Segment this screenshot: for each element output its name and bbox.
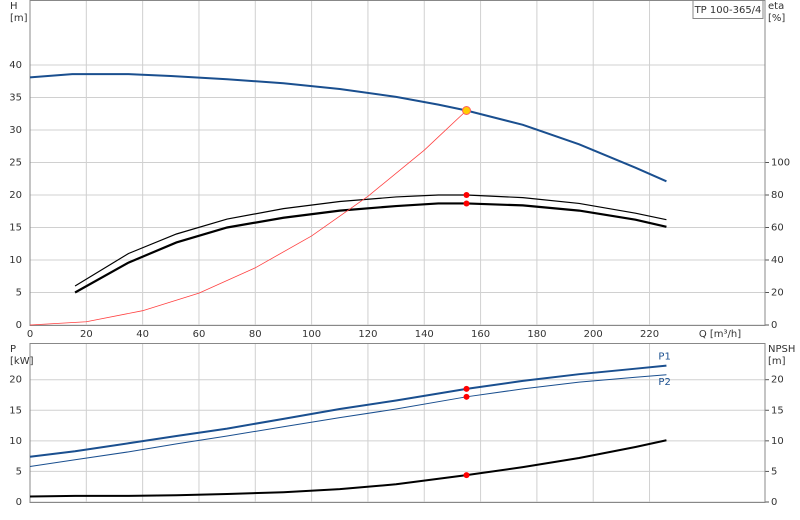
y-tick-label: 5 [16,288,22,299]
y-tick-label: 20 [9,190,22,201]
curve [29,439,667,498]
curve [29,364,667,458]
y-axis-label: P [10,344,16,355]
x-tick-label: 80 [249,329,262,340]
y-tick-label: 10 [9,255,22,266]
y2-axis-label: NPSH [768,344,795,355]
y-tick-label: 5 [16,466,22,477]
y-tick-label: 25 [9,158,22,169]
y2-tick-label: 0 [771,497,777,508]
y-tick-label: 0 [16,320,22,331]
x-tick-label: 60 [193,329,206,340]
x-tick-label: 120 [358,329,377,340]
x-tick-label: 140 [415,329,434,340]
y-tick-label: 10 [9,436,22,447]
operating-point [463,200,470,207]
y2-tick-label: 40 [771,255,784,266]
y-tick-label: 15 [9,223,22,234]
y2-tick-label: 80 [771,190,784,201]
y2-tick-label: 20 [771,288,784,299]
x-tick-label: 100 [302,329,321,340]
operating-point [463,472,470,479]
series-label: P1 [658,352,670,363]
y2-tick-label: 5 [771,466,777,477]
y-tick-label: 30 [9,125,22,136]
curve [29,374,667,468]
x-tick-label: 200 [584,329,603,340]
y2-tick-label: 0 [771,320,777,331]
y2-tick-label: 60 [771,223,784,234]
x-tick-label: 20 [80,329,93,340]
x-tick-label: 180 [527,329,546,340]
plot-frame [29,0,766,326]
operating-point [463,192,470,198]
curve [74,202,667,294]
y-tick-label: 0 [16,497,22,508]
x-tick-label: 220 [640,329,659,340]
y-tick-label: 15 [9,405,22,416]
x-tick-label: 0 [27,329,33,340]
x-axis-label: Q [m³/h] [699,329,741,340]
operating-point [463,385,470,392]
y-tick-label: 35 [9,93,22,104]
series-label: P2 [658,377,670,388]
x-tick-label: 160 [471,329,490,340]
y-tick-label: 40 [9,60,22,71]
curve [29,73,667,183]
chart-title: TP 100-365/4 [694,5,762,16]
operating-point [463,393,470,400]
y2-axis-unit: [%] [768,13,785,24]
y-axis-unit: [kW] [10,356,34,367]
y-axis-label: H [10,1,18,12]
y2-tick-label: 15 [771,405,784,416]
x-tick-label: 40 [136,329,149,340]
y2-tick-label: 10 [771,436,784,447]
title-box [692,0,764,19]
plot-frame [29,343,766,503]
y2-tick-label: 100 [771,158,790,169]
y2-axis-label: eta [768,1,784,12]
curve [29,110,467,326]
y2-axis-unit: [m] [768,356,786,367]
y-axis-unit: [m] [10,13,28,24]
y2-tick-label: 20 [771,375,784,386]
curve [74,194,667,287]
y-tick-label: 20 [9,375,22,386]
operating-point [461,106,471,115]
